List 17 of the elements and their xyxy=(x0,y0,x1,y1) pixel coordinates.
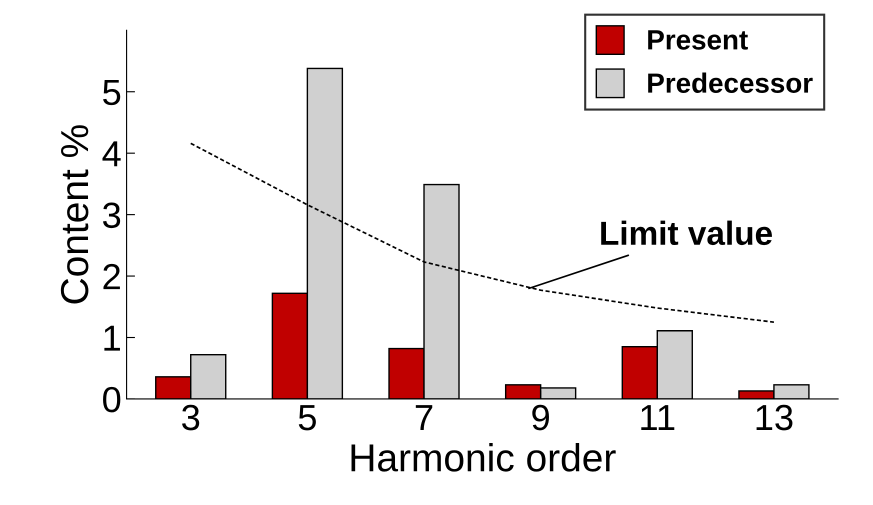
legend-label: Present xyxy=(648,30,748,50)
x-tick-label: 11 xyxy=(641,405,674,430)
x-axis-title: Harmonic order xyxy=(352,443,616,472)
x-tick-label: 9 xyxy=(532,404,549,430)
y-tick-label: 0 xyxy=(103,386,120,412)
y-axis-title: Content % xyxy=(60,125,88,304)
annotation: Limit value xyxy=(601,220,772,246)
y-tick-label: 2 xyxy=(103,264,120,290)
x-tick-label: 3 xyxy=(182,404,200,430)
y-tick-label: 1 xyxy=(104,326,120,351)
legend-label: Predecessor xyxy=(648,72,813,93)
y-tick-label: 5 xyxy=(103,80,120,106)
y-tick-label: 3 xyxy=(103,202,120,228)
x-tick-label: 13 xyxy=(756,404,792,430)
x-tick-label: 5 xyxy=(298,405,316,430)
x-tick-label: 7 xyxy=(416,405,432,430)
y-tick-label: 4 xyxy=(102,141,121,166)
